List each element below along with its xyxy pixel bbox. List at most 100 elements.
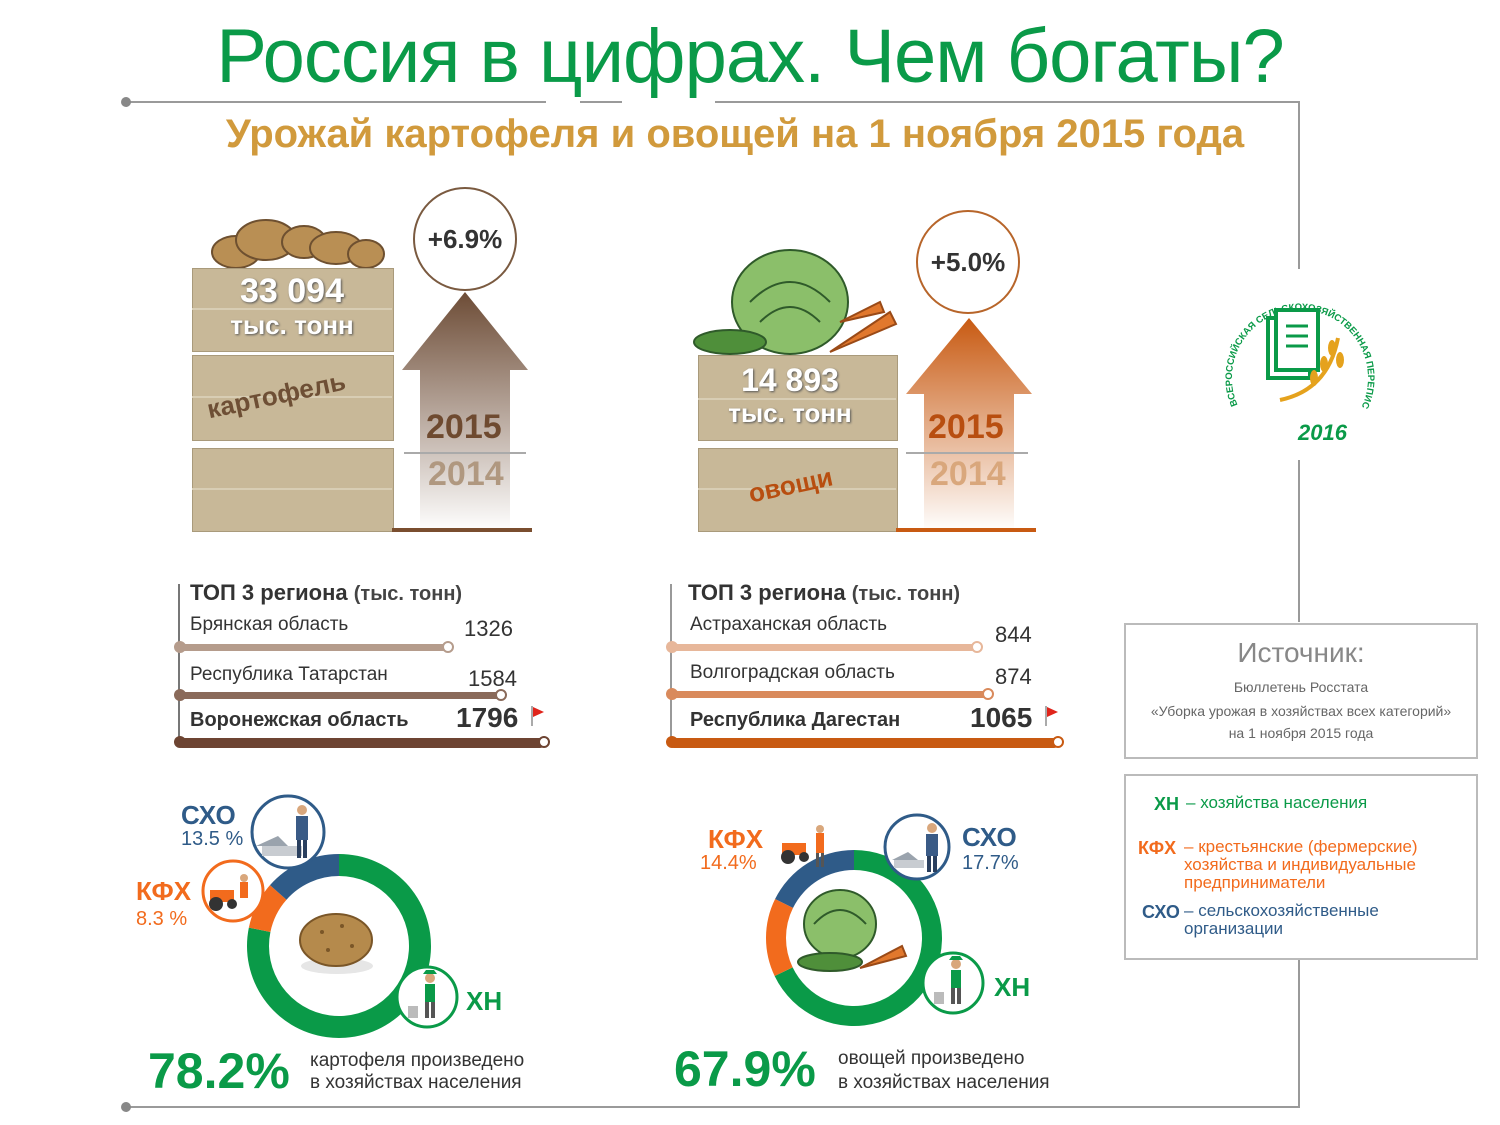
potato-kfx-label: КФХ bbox=[136, 876, 192, 906]
household-farmer-icon bbox=[921, 951, 985, 1015]
potato-region-3-name: Воронежская область bbox=[190, 709, 409, 731]
veg-amount: 14 893 bbox=[741, 362, 839, 398]
potato-year-current: 2015 bbox=[426, 408, 502, 446]
potato-top3-title-text: ТОП 3 региона bbox=[190, 580, 348, 605]
legend-abbr-xn: ХН bbox=[1154, 794, 1180, 814]
potato-donut-chart bbox=[247, 854, 431, 1038]
region-bar bbox=[670, 644, 978, 651]
legend-box: ХН – хозяйства населения КФХ – крестьянс… bbox=[1124, 774, 1478, 960]
year-divider bbox=[906, 452, 1028, 454]
potato-pct-desc-2: в хозяйствах населения bbox=[310, 1072, 522, 1093]
legend-text-sxo-value: сельскохозяйственные организации bbox=[1184, 901, 1379, 938]
region-bar-end-dot bbox=[494, 689, 507, 701]
crate-slat bbox=[698, 488, 896, 490]
vegetables-pile-icon bbox=[693, 249, 898, 355]
veg-growth-badge: +5.0% bbox=[916, 210, 1020, 314]
veg-region-2-value: 874 bbox=[995, 664, 1032, 689]
veg-region-3-name: Республика Дагестан bbox=[690, 709, 901, 731]
region-bar-end-dot bbox=[971, 641, 984, 653]
potato-region-2-value: 1584 bbox=[468, 666, 517, 691]
frame-top-line-mid bbox=[580, 101, 622, 103]
region-bar-start-dot bbox=[174, 641, 186, 653]
region-bar-end-dot bbox=[982, 688, 995, 700]
veg-pct-desc-2: в хозяйствах населения bbox=[838, 1072, 1050, 1093]
potato-crate-bottom bbox=[192, 448, 394, 532]
frame-right-line bbox=[1298, 101, 1300, 269]
potato-pct-desc-1: картофеля произведено bbox=[310, 1050, 525, 1071]
potato-top3-title: ТОП 3 региона (тыс. тонн) bbox=[190, 580, 462, 606]
veg-top3-title: ТОП 3 региона (тыс. тонн) bbox=[688, 580, 960, 606]
legend-text-sxo: – сельскохозяйственные организации bbox=[1184, 901, 1379, 938]
region-bar-start-dot bbox=[666, 641, 678, 653]
veg-year-current: 2015 bbox=[928, 408, 1004, 446]
census-logo-year: 2016 bbox=[1297, 420, 1348, 445]
potato-region-3-value: 1796 bbox=[456, 702, 519, 733]
frame-right-line-3 bbox=[1298, 960, 1300, 1108]
veg-big-pct: 67.9% bbox=[674, 1041, 816, 1097]
region-bar bbox=[178, 644, 449, 651]
donut-slice bbox=[248, 885, 287, 933]
veg-region-3-value: 1065 bbox=[970, 702, 1033, 733]
potato-region-2-name: Республика Татарстан bbox=[190, 664, 388, 685]
potato-crate-mid bbox=[192, 355, 394, 441]
source-line-3: на 1 ноября 2015 года bbox=[1228, 725, 1374, 741]
region-bar-start-dot bbox=[174, 736, 186, 748]
frame-top-line-left bbox=[126, 101, 546, 103]
region-bar-start-dot bbox=[666, 688, 678, 700]
veg-kfx-label: КФХ bbox=[708, 824, 764, 854]
top3-vertical-line bbox=[670, 584, 672, 744]
source-box: Источник: Бюллетень Росстата «Уборка уро… bbox=[1124, 623, 1478, 759]
region-bar bbox=[670, 738, 1058, 748]
year-divider bbox=[404, 452, 526, 454]
potato-xn-label: ХН bbox=[466, 986, 503, 1016]
vegetables-icon bbox=[797, 889, 908, 972]
potato-growth-arrow-icon bbox=[402, 292, 528, 532]
legend-abbr-kfx: КФХ bbox=[1138, 838, 1177, 858]
source-line-1: Бюллетень Росстата bbox=[1233, 679, 1369, 695]
frame-bottom-line bbox=[126, 1106, 1300, 1108]
potato-big-pct: 78.2% bbox=[148, 1043, 290, 1099]
potato-region-1-value: 1326 bbox=[464, 616, 513, 641]
veg-baseline bbox=[896, 528, 1036, 532]
source-title: Источник: bbox=[1237, 637, 1365, 668]
frame-right-line-2 bbox=[1298, 460, 1300, 622]
region-bar-end-dot bbox=[442, 641, 455, 653]
veg-region-1-value: 844 bbox=[995, 622, 1032, 647]
veg-xn-label: ХН bbox=[994, 972, 1031, 1002]
potato-top3-unit: (тыс. тонн) bbox=[353, 583, 463, 605]
veg-year-previous: 2014 bbox=[930, 455, 1006, 493]
region-bar-start-dot bbox=[666, 736, 678, 748]
page-subtitle: Урожай картофеля и овощей на 1 ноября 20… bbox=[225, 112, 1245, 156]
source-line-2: «Уборка урожая в хозяйствах всех категор… bbox=[1150, 703, 1452, 719]
tractor-farmer-icon bbox=[781, 825, 824, 867]
veg-top3-title-text: ТОП 3 региона bbox=[688, 580, 846, 605]
region-bar-end-dot bbox=[1052, 736, 1064, 748]
potato-year-previous: 2014 bbox=[428, 455, 504, 493]
potato-growth-badge: +6.9% bbox=[413, 187, 517, 291]
potato-kfx-pct: 8.3 % bbox=[136, 908, 188, 930]
potato-sxo-pct: 13.5 % bbox=[181, 828, 244, 850]
potato-icon bbox=[299, 913, 373, 974]
farm-worker-icon bbox=[883, 813, 951, 881]
veg-growth-arrow-icon bbox=[906, 318, 1032, 532]
veg-top3-unit: (тыс. тонн) bbox=[851, 583, 961, 605]
frame-dot-bottom bbox=[121, 1102, 131, 1112]
legend-abbr-sxo: СХО bbox=[1142, 902, 1180, 922]
census-logo: ВСЕРОССИЙСКАЯ СЕЛЬСКОХОЗЯЙСТВЕННАЯ ПЕРЕП… bbox=[1210, 260, 1380, 448]
region-bar bbox=[670, 691, 989, 698]
veg-crate-bottom bbox=[698, 448, 898, 532]
potato-crate-top bbox=[192, 268, 394, 352]
potato-baseline bbox=[392, 528, 532, 532]
tractor-farmer-icon bbox=[201, 859, 265, 923]
donut-slice bbox=[775, 850, 854, 908]
potato-region-1-name: Брянская область bbox=[190, 614, 349, 635]
legend-text-kfx-value: крестьянские (фермерские) хозяйства и ин… bbox=[1184, 837, 1418, 892]
frame-top-line-right bbox=[715, 101, 1300, 103]
flag-icon bbox=[531, 706, 544, 726]
veg-sxo-pct: 17.7% bbox=[962, 852, 1019, 874]
crate-slat bbox=[192, 488, 392, 490]
region-bar bbox=[178, 738, 544, 748]
veg-donut-chart bbox=[766, 850, 942, 1026]
household-farmer-icon bbox=[395, 965, 459, 1029]
top3-vertical-line bbox=[178, 584, 180, 744]
